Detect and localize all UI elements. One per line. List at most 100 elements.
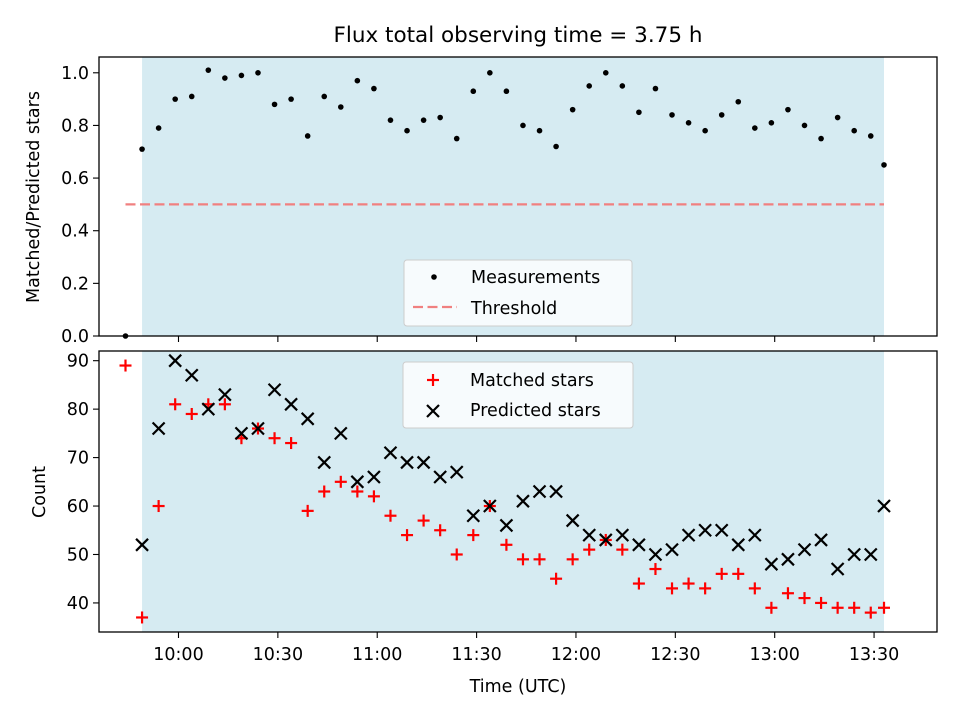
measurement-point (735, 98, 742, 105)
y-tick-label: 50 (67, 545, 89, 565)
matched-point (566, 553, 579, 566)
predicted-point (400, 455, 414, 470)
predicted-point (416, 455, 431, 470)
predicted-point (748, 528, 762, 542)
measurement-point (752, 125, 758, 131)
measurement-point (636, 109, 642, 116)
measurement-point (669, 112, 675, 118)
measurement-point (387, 117, 394, 123)
measurement-point (801, 122, 808, 129)
predicted-point (367, 470, 381, 484)
legend-matched-label: Matched stars (470, 371, 594, 391)
measurement-point (785, 106, 791, 113)
predicted-point (863, 547, 878, 562)
measurement-point (702, 127, 708, 134)
matched-point (268, 432, 281, 445)
predicted-point (665, 542, 679, 557)
matched-point (649, 563, 662, 576)
matched-point (550, 572, 563, 585)
matched-point (285, 437, 298, 450)
predicted-point (764, 557, 779, 571)
measurement-point (238, 72, 245, 79)
matched-point (715, 567, 728, 580)
x-tick-label: 12:30 (650, 645, 700, 665)
measurement-point (420, 117, 427, 123)
predicted-point (582, 528, 596, 542)
measurement-point (834, 114, 841, 121)
legend-threshold-label: Threshold (470, 299, 557, 319)
ratio-marks (122, 67, 887, 339)
y-tick-label: 0.4 (61, 222, 89, 242)
predicted-point (814, 533, 828, 547)
count-ylabel: Count (30, 466, 50, 518)
measurement-point (139, 146, 145, 152)
matched-point (434, 524, 447, 537)
matched-point (467, 529, 480, 542)
ratio-axes: 0.0 0.2 0.4 0.6 0.8 1.0 (61, 64, 875, 347)
matched-point (831, 601, 844, 614)
matched-point (583, 543, 596, 556)
predicted-point (549, 484, 563, 499)
predicted-point (731, 538, 746, 552)
y-tick-label: 0.2 (61, 274, 89, 294)
matched-point (152, 500, 165, 513)
predicted-point (681, 528, 696, 542)
measurement-point (520, 122, 526, 129)
measurement-point (602, 69, 609, 76)
predicted-point (499, 518, 514, 533)
matched-point (185, 407, 198, 420)
matched-point (848, 601, 861, 614)
predicted-point (698, 523, 712, 538)
measurement-point (371, 85, 377, 92)
matched-point (682, 577, 695, 590)
y-tick-label: 80 (67, 400, 89, 420)
predicted-point (615, 528, 630, 542)
predicted-point (383, 445, 398, 460)
y-tick-label: 0.0 (61, 327, 89, 347)
ratio-legend: Measurements Threshold (403, 259, 633, 327)
measurement-point (205, 67, 212, 73)
measurement-point (188, 93, 195, 100)
predicted-point (267, 382, 282, 397)
x-tick-label: 11:00 (352, 645, 402, 665)
predicted-point (648, 547, 663, 562)
matched-point (334, 475, 347, 488)
measurement-point (255, 69, 261, 76)
measurement-point (569, 106, 576, 113)
matched-point (616, 543, 629, 556)
ratio-plot-frame (98, 56, 938, 337)
predicted-point (284, 397, 298, 412)
matched-point (301, 504, 314, 517)
predicted-point (168, 353, 182, 368)
x-tick-label: 13:30 (849, 645, 899, 665)
x-tick-label: 10:00 (153, 645, 203, 665)
matched-point (878, 601, 891, 614)
predicted-point (201, 402, 216, 416)
count-legend: Matched stars Predicted stars (402, 361, 634, 429)
y-tick-label: 60 (67, 497, 89, 517)
matched-point (748, 582, 761, 595)
predicted-point (797, 542, 812, 557)
matched-point (781, 587, 794, 600)
legend-predicted-label: Predicted stars (470, 401, 601, 421)
measurement-point (288, 96, 294, 102)
measurement-point (470, 88, 477, 95)
x-tick-label: 11:30 (451, 645, 501, 665)
count-legend-box (402, 361, 634, 429)
predicted-point (532, 484, 547, 499)
y-tick-label: 90 (67, 352, 89, 372)
legend-measurements-label: Measurements (471, 268, 600, 288)
matched-point (500, 538, 513, 551)
measurement-point (652, 85, 659, 92)
matched-point (798, 592, 811, 605)
measurement-point (337, 104, 344, 110)
matched-point (732, 567, 745, 580)
measurement-point (271, 101, 278, 108)
matched-point (450, 548, 463, 561)
measurement-point (619, 83, 626, 89)
x-axis-label: Time (UTC) (469, 677, 567, 697)
predicted-point (218, 387, 232, 402)
matched-point (351, 485, 364, 498)
y-tick-label: 70 (67, 449, 89, 469)
ratio-ylabel: Matched/Predicted stars (24, 91, 44, 303)
